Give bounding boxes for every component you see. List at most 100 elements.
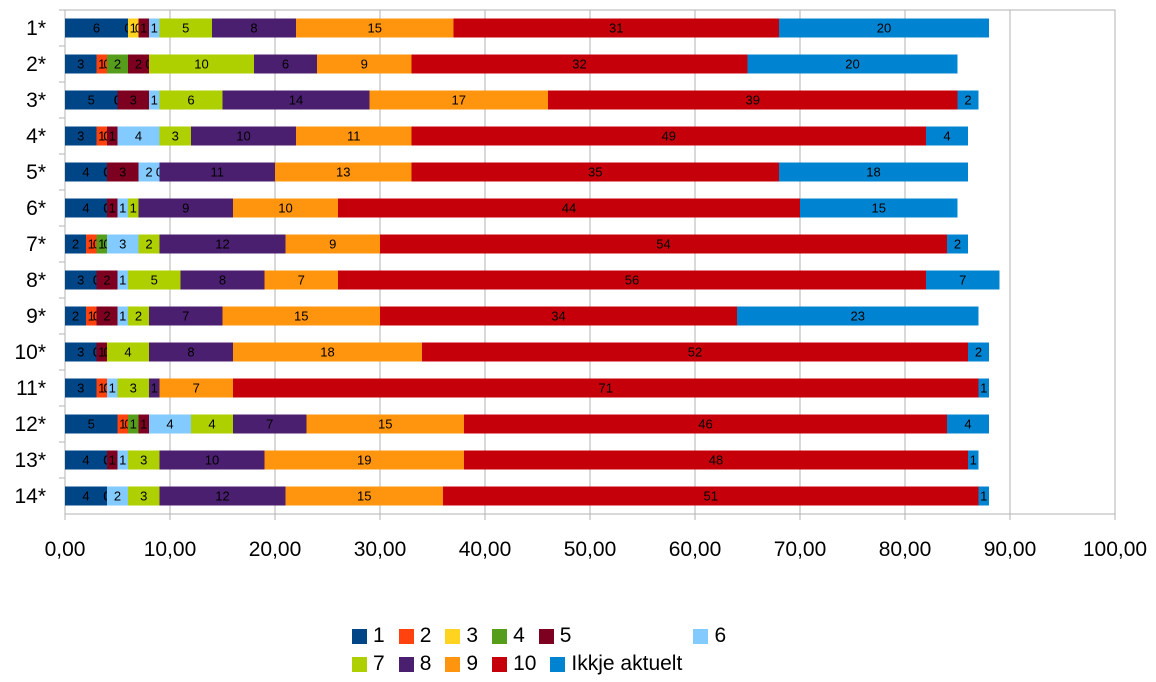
bar-value-label: 34 [551,309,565,324]
x-tick-label: 90,00 [984,538,1037,561]
legend-swatch [538,628,554,644]
bar-value-label: 9 [182,201,189,216]
bar-segment [107,234,139,254]
bar-value-label: 2 [954,237,961,252]
x-tick-label: 100,00 [1083,538,1147,561]
x-tick-label: 70,00 [774,538,827,561]
bar-value-label: 7 [959,273,966,288]
bar-segment [380,306,737,326]
bar-value-label: 44 [562,201,576,216]
legend-item: 9 [445,652,478,676]
bar-segment [149,90,160,110]
bar-segment [117,198,128,218]
bar-value-label: 2 [103,273,110,288]
y-tick-label: 3* [26,89,46,112]
y-tick-label: 9* [26,305,46,328]
bar-segment [296,126,412,146]
bar-value-label: 1 [151,21,158,36]
bar-segment [138,234,160,254]
bar-value-label: 4 [964,417,971,432]
bar-segment [107,450,118,470]
bar-segment [180,270,265,290]
bar-value-label: 3 [77,57,84,72]
bar-value-label: 2 [114,489,121,504]
legend-item: Ikkje aktuelt [550,652,682,676]
bar-segment [117,450,128,470]
bar-segment [138,18,149,38]
bar-value-label: 1 [98,237,105,252]
bar-segment [96,270,118,290]
bar-value-label: 10 [205,453,219,468]
legend-swatch [398,656,414,672]
bar-segment [65,450,107,470]
bar-segment [65,162,107,182]
bar-value-label: 1 [119,417,126,432]
bar-segment [957,90,979,110]
legend-swatch [492,628,508,644]
bar-segment [86,306,97,326]
legend-item: 4 [492,624,525,648]
legend-item: 1 [352,624,385,648]
bar-segment [464,450,968,470]
bar-segment [96,378,107,398]
bar-segment [96,306,118,326]
bar-value-label: 2 [964,93,971,108]
bar-segment [926,270,1000,290]
bar-segment [128,306,149,326]
legend-label: Ikkje aktuelt [571,652,683,675]
bar-value-label: 3 [77,273,84,288]
bar-value-label: 1 [140,21,147,36]
bar-value-label: 3 [77,129,84,144]
bar-value-label: 3 [172,129,179,144]
bar-value-label: 1 [130,417,137,432]
x-tick-label: 30,00 [354,538,407,561]
x-tick-label: 10,00 [144,538,197,561]
bar-value-label: 1 [109,453,116,468]
bar-value-label: 4 [82,453,89,468]
bar-value-label: 11 [347,129,361,144]
bar-value-label: 15 [357,489,371,504]
bar-value-label: 1 [970,453,977,468]
bar-segment [65,486,107,506]
bar-segment [159,486,286,506]
legend-label: 2 [419,624,432,647]
legend-item: 5 [538,624,571,648]
bar-value-label: 3 [77,381,84,396]
bar-value-label: 13 [336,165,350,180]
x-tick-label: 50,00 [564,538,617,561]
bar-segment [65,18,128,38]
bar-segment [128,198,139,218]
bar-segment [222,90,370,110]
bar-segment [159,90,223,110]
bar-value-label: 12 [215,237,229,252]
bar-segment [464,414,947,434]
legend-item: 7 [352,652,385,676]
bar-segment [65,270,97,290]
bar-segment [128,18,139,38]
bar-segment [107,342,149,362]
bar-value-label: 35 [588,165,602,180]
bar-segment [159,18,212,38]
bar-segment [117,270,128,290]
bar-segment [978,486,989,506]
bar-segment [107,162,139,182]
bar-segment [128,450,160,470]
bar-segment [159,378,233,398]
bar-segment [149,54,254,74]
bar-value-label: 5 [88,93,95,108]
x-tick-label: 60,00 [669,538,722,561]
bar-segment [107,54,128,74]
legend-swatch [693,628,709,644]
x-tick-label: 0,00 [45,538,86,561]
bar-value-label: 1 [151,381,158,396]
bar-segment [285,486,443,506]
y-tick-label: 11* [16,377,46,400]
bar-value-label: 2 [145,165,152,180]
bar-value-label: 15 [872,201,886,216]
bar-segment [117,414,128,434]
bar-value-label: 1 [88,309,95,324]
bar-segment [138,414,149,434]
bar-segment [107,198,118,218]
legend-item: 3 [445,624,478,648]
legend-swatch [398,628,414,644]
